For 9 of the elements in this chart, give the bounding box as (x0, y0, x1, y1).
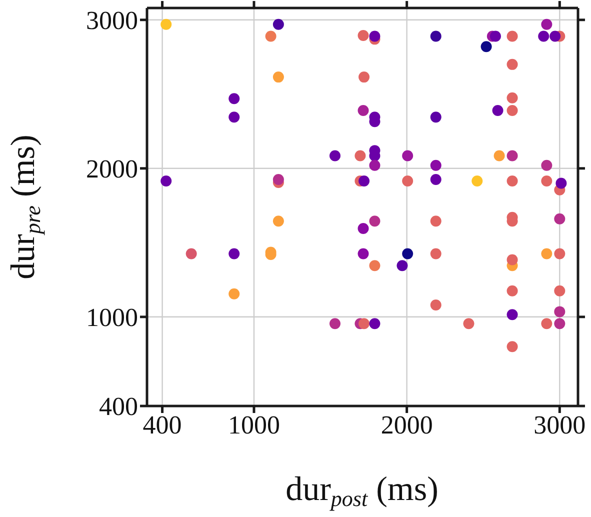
y-tick-label: 400 (99, 392, 138, 422)
y-tick-label: 1000 (86, 303, 138, 332)
y-tick-label: 2000 (86, 154, 138, 184)
x-tick-label: 400 (142, 410, 182, 440)
y-tick-label: 3000 (86, 6, 138, 36)
x-axis-title: dur$_{post}$ (ms) (286, 471, 438, 510)
x-tick-label: 3000 (534, 410, 586, 440)
x-tick-label: 2000 (380, 410, 433, 440)
x-tick-label: 1000 (228, 410, 280, 440)
